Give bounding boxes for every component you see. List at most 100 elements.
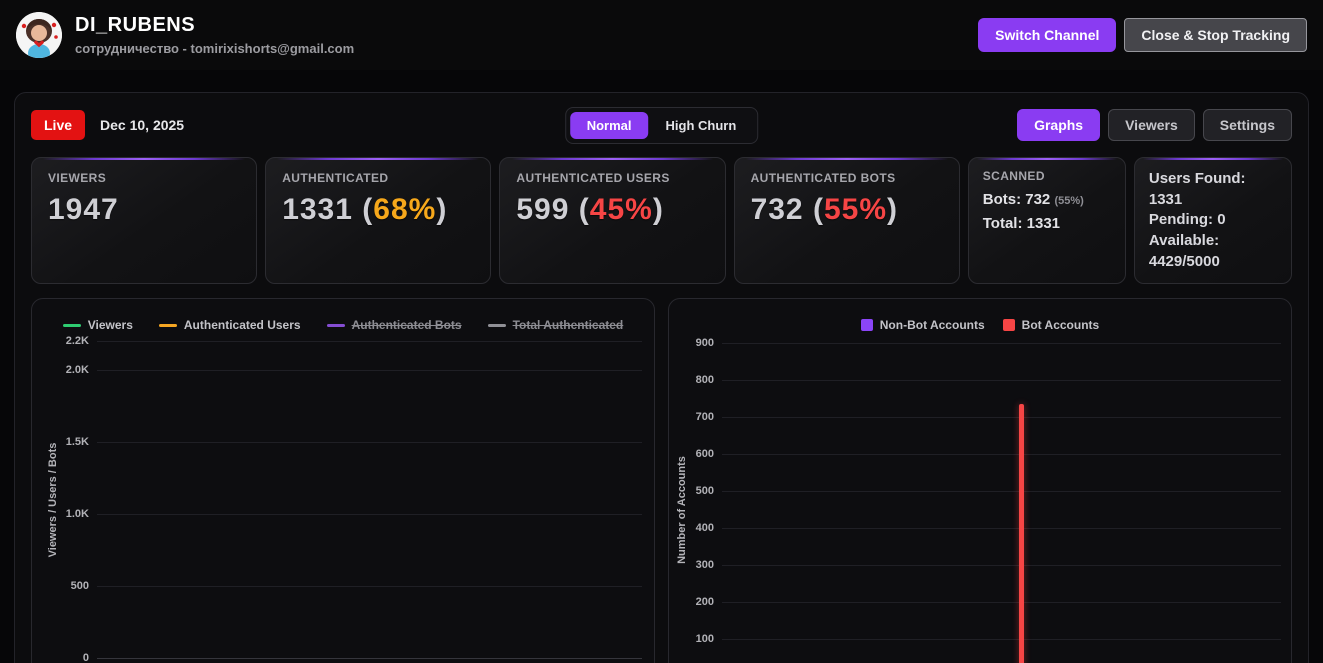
channel-subtitle: сотрудничество - tomirixishorts@gmail.co… [75, 41, 355, 56]
stat-label: AUTHENTICATED [282, 171, 389, 185]
accounts-chart-y-axis-label: Number of Accounts [676, 456, 688, 564]
tab-viewers[interactable]: Viewers [1108, 109, 1195, 141]
legend-item-non-bot-accounts[interactable]: Non-Bot Accounts [860, 318, 985, 333]
stat-label: SCANNED [982, 169, 1045, 183]
stat-label: AUTHENTICATED USERS [516, 171, 670, 185]
accounts-chart-legend: Non-Bot Accounts Bot Accounts [669, 318, 1291, 332]
stat-percent: 45% [589, 193, 653, 226]
header-actions: Switch Channel Close & Stop Tracking [978, 18, 1307, 52]
legend-label: Authenticated Bots [351, 318, 462, 333]
viewers-swatch [62, 323, 81, 327]
authenticated-bots-swatch [326, 323, 345, 327]
y-tick-label: 2.0K [65, 364, 89, 377]
viewers-chart-legend: Viewers Authenticated Users Authenticated … [32, 318, 654, 332]
y-tick-label: 100 [695, 633, 714, 646]
card-accent [43, 158, 245, 160]
tab-graphs[interactable]: Graphs [1017, 109, 1101, 141]
y-tick-label: 1.0K [65, 508, 89, 521]
legend-item-authenticated-users[interactable]: Authenticated Users [158, 318, 301, 333]
charts-row: Viewers Authenticated Users Authenticated … [31, 298, 1292, 663]
y-tick-label: 700 [695, 411, 714, 424]
grid-line [97, 370, 642, 372]
grid-line [722, 380, 1281, 382]
legend-item-viewers[interactable]: Viewers [62, 318, 133, 333]
app-header: DI_RUBENS сотрудничество - tomirixishort… [0, 0, 1323, 70]
legend-label: Viewers [87, 318, 133, 333]
y-tick-label: 0 [82, 652, 89, 663]
legend-label: Authenticated Users [183, 318, 301, 333]
grid-line [97, 658, 642, 660]
stat-number: 1331 [282, 193, 353, 226]
bot-bar [1019, 403, 1025, 663]
card-accent [1142, 158, 1284, 160]
stat-percent: 55% [823, 193, 887, 226]
legend-item-bot-accounts[interactable]: Bot Accounts [1002, 318, 1100, 333]
stat-label: VIEWERS [48, 171, 107, 185]
authenticated-users-swatch [158, 323, 177, 327]
stat-value: 599 (45%) [516, 193, 664, 226]
accounts-bar-chart-card: Non-Bot Accounts Bot Accounts Number of A… [668, 298, 1292, 663]
scanned-total-line: Total: 1331 [983, 215, 1111, 232]
legend-item-total-authenticated[interactable]: Total Authenticated [487, 318, 624, 333]
grid-line [722, 417, 1281, 419]
grid-line [722, 491, 1281, 493]
stat-value: 732 (55%) [750, 193, 898, 226]
scanned-bots-line: Bots: 732 (55%) [983, 191, 1111, 208]
stat-card-authenticated: AUTHENTICATED 1331 (68%) [265, 157, 492, 285]
grid-line [722, 565, 1281, 567]
legend-label: Non-Bot Accounts [879, 318, 985, 333]
channel-name: DI_RUBENS [75, 14, 196, 36]
viewers-chart-y-axis-label: Viewers / Users / Bots [47, 442, 59, 558]
switch-channel-button[interactable]: Switch Channel [978, 18, 1117, 52]
stat-card-authenticated-bots: AUTHENTICATED BOTS 732 (55%) [733, 157, 960, 285]
card-accent [745, 158, 948, 160]
legend-item-authenticated-bots[interactable]: Authenticated Bots [326, 318, 462, 333]
channel-avatar [16, 12, 62, 58]
live-badge: Live [31, 110, 86, 140]
date-label: Dec 10, 2025 [100, 117, 185, 133]
non-bot-accounts-swatch [860, 319, 873, 332]
legend-label: Total Authenticated [512, 318, 624, 333]
grid-line [722, 454, 1281, 456]
mode-high-churn-button[interactable]: High Churn [649, 112, 754, 139]
y-tick-label: 1.5K [65, 436, 89, 449]
y-tick-label: 800 [695, 374, 714, 387]
grid-line [722, 343, 1281, 345]
available-label-line: Available: [1148, 232, 1220, 250]
stat-label: AUTHENTICATED BOTS [750, 171, 896, 185]
stat-percent: 68% [373, 193, 437, 226]
legend-label: Bot Accounts [1021, 318, 1100, 333]
y-tick-label: 400 [695, 522, 714, 535]
controls-row: Live Dec 10, 2025 Normal High Churn Grap… [31, 106, 1292, 144]
grid-line [722, 639, 1281, 641]
grid-line [722, 528, 1281, 530]
available-value-line: 4429/5000 [1148, 252, 1220, 270]
y-tick-label: 300 [695, 559, 714, 572]
stat-card-quota: Users Found: 1331 Pending: 0 Available: … [1133, 157, 1292, 285]
stat-card-authenticated-users: AUTHENTICATED USERS 599 (45%) [499, 157, 726, 285]
viewers-chart-plot: Viewers / Users / Bots 2.2K 2.0K 1.5K 1.0K 5… [47, 335, 642, 663]
scanned-bots-label: Bots: [982, 191, 1022, 208]
grid-line [722, 602, 1281, 604]
mode-normal-button[interactable]: Normal [569, 111, 649, 139]
stat-card-viewers: VIEWERS 1947 [31, 157, 258, 285]
stats-row: VIEWERS 1947 AUTHENTICATED 1331 (68%) AU… [31, 157, 1292, 285]
view-tabs: Graphs Viewers Settings [1017, 109, 1292, 141]
tab-settings[interactable]: Settings [1202, 109, 1292, 141]
grid-line [97, 341, 642, 343]
tracking-panel: Live Dec 10, 2025 Normal High Churn Grap… [14, 92, 1309, 663]
accounts-chart-plot: Number of Accounts 900 800 700 600 500 400 300… [676, 337, 1281, 663]
stat-card-scanned: SCANNED Bots: 732 (55%) Total: 1331 [967, 157, 1126, 285]
stat-number: 599 [516, 193, 570, 226]
y-tick-label: 600 [695, 448, 714, 461]
stat-value: 1331 (68%) [282, 193, 448, 226]
close-stop-tracking-button[interactable]: Close & Stop Tracking [1124, 18, 1307, 52]
grid-line [97, 442, 642, 444]
y-tick-label: 900 [695, 337, 714, 350]
pending-line: Pending: 0 [1148, 211, 1226, 229]
scanned-total-value: 1331 [1026, 215, 1061, 232]
mode-toggle: Normal High Churn [564, 106, 759, 144]
stat-value: 1947 [48, 193, 119, 226]
card-accent [277, 158, 480, 160]
scanned-total-label: Total: [982, 215, 1023, 232]
